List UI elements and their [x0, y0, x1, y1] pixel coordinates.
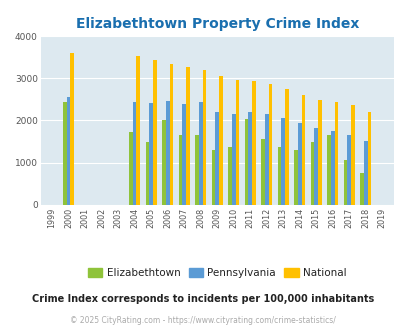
Bar — [63, 102, 67, 205]
Bar — [211, 150, 215, 205]
Bar — [310, 142, 313, 205]
Bar — [277, 148, 281, 205]
Legend: Elizabethtown, Pennsylvania, National: Elizabethtown, Pennsylvania, National — [83, 264, 350, 282]
Bar — [244, 119, 248, 205]
Bar — [185, 67, 189, 205]
Text: Crime Index corresponds to incidents per 100,000 inhabitants: Crime Index corresponds to incidents per… — [32, 294, 373, 304]
Bar — [169, 64, 173, 205]
Bar — [215, 112, 218, 205]
Bar — [367, 113, 370, 205]
Bar — [235, 80, 239, 205]
Bar — [347, 135, 350, 205]
Bar — [294, 150, 297, 205]
Bar — [281, 118, 284, 205]
Bar — [70, 53, 74, 205]
Bar — [129, 132, 132, 205]
Bar — [313, 128, 317, 205]
Bar — [195, 135, 198, 205]
Bar — [264, 114, 268, 205]
Bar — [301, 95, 305, 205]
Bar — [326, 135, 330, 205]
Bar — [145, 142, 149, 205]
Bar — [166, 101, 169, 205]
Bar — [330, 131, 334, 205]
Bar — [202, 70, 206, 205]
Bar — [162, 120, 166, 205]
Bar — [248, 112, 252, 205]
Bar — [297, 122, 301, 205]
Bar — [317, 100, 321, 205]
Bar — [182, 105, 185, 205]
Text: © 2025 CityRating.com - https://www.cityrating.com/crime-statistics/: © 2025 CityRating.com - https://www.city… — [70, 316, 335, 325]
Bar — [268, 84, 271, 205]
Title: Elizabethtown Property Crime Index: Elizabethtown Property Crime Index — [75, 17, 358, 31]
Bar — [359, 173, 363, 205]
Bar — [343, 160, 347, 205]
Bar — [153, 60, 156, 205]
Bar — [231, 114, 235, 205]
Bar — [149, 103, 153, 205]
Bar — [363, 141, 367, 205]
Bar — [136, 56, 140, 205]
Bar — [228, 147, 231, 205]
Bar — [252, 81, 255, 205]
Bar — [261, 139, 264, 205]
Bar — [350, 105, 354, 205]
Bar — [198, 102, 202, 205]
Bar — [178, 135, 182, 205]
Bar — [132, 102, 136, 205]
Bar — [284, 89, 288, 205]
Bar — [218, 76, 222, 205]
Bar — [67, 97, 70, 205]
Bar — [334, 102, 337, 205]
